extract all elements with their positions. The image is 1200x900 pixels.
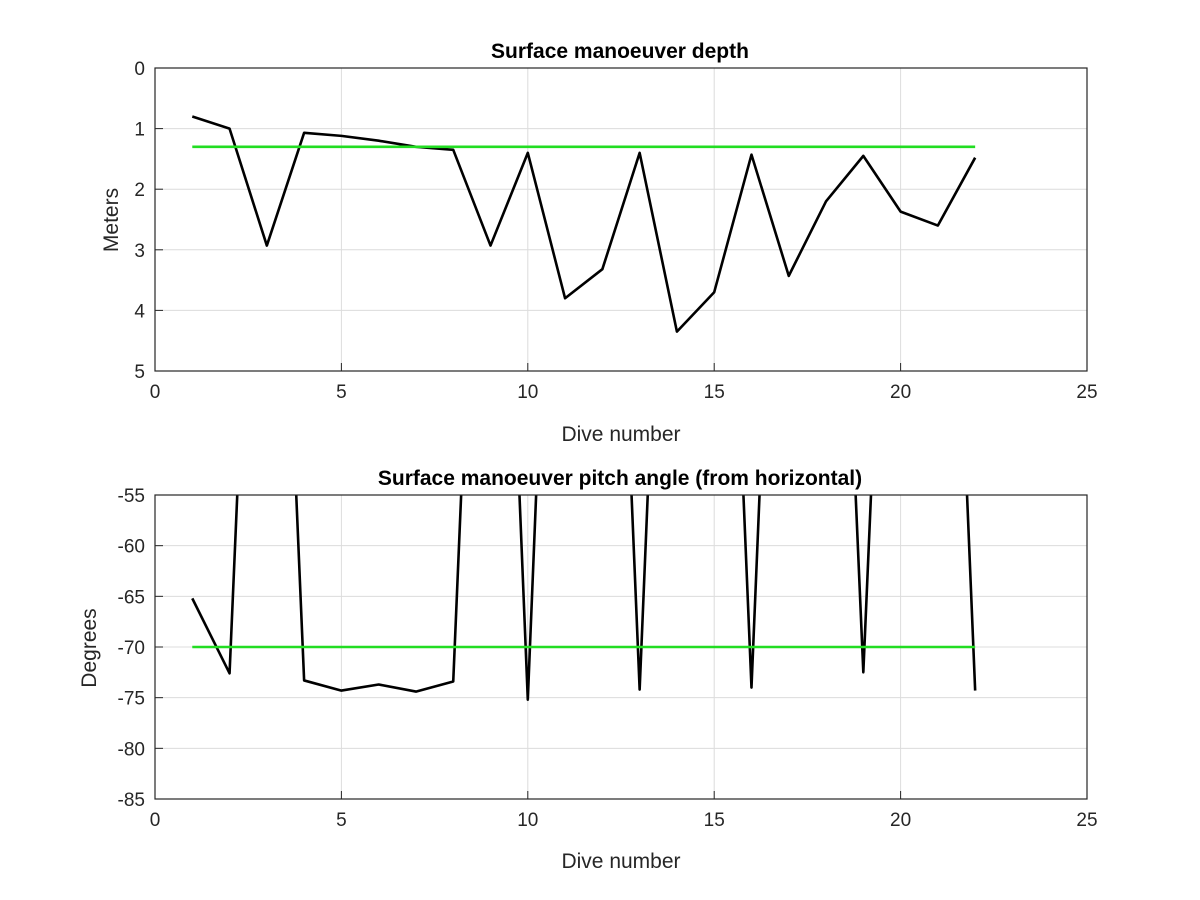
- x-tick-label: 10: [517, 382, 538, 403]
- depth-yticks: 0 1 2 3 4 5: [134, 59, 163, 383]
- depth-series: [191, 115, 977, 333]
- x-tick-label: 15: [704, 382, 725, 403]
- y-tick-label: -75: [118, 689, 145, 710]
- y-tick-label: 1: [134, 120, 145, 141]
- depth-y-axis-label: Meters: [100, 188, 123, 252]
- y-tick-label: 2: [134, 180, 145, 201]
- y-tick-label: 3: [134, 241, 145, 262]
- pitch-chart: Surface manoeuver pitch angle (from hori…: [78, 467, 1098, 873]
- pitch-series: [191, 495, 977, 701]
- y-tick-label: -85: [118, 790, 145, 811]
- y-tick-label: 5: [134, 362, 145, 383]
- x-tick-label: 20: [890, 810, 911, 831]
- depth-chart-title: Surface manoeuver depth: [491, 40, 749, 63]
- x-tick-label: 25: [1076, 382, 1097, 403]
- x-tick-label: 20: [890, 382, 911, 403]
- depth-plot-frame: [154, 67, 1088, 372]
- y-tick-label: -65: [118, 587, 145, 608]
- pitch-xticks: 0 5 10 15 20 25: [150, 791, 1098, 831]
- depth-chart: Surface manoeuver depth 0 5 10 15 20 25 01234…: [100, 40, 1098, 446]
- pitch-yticks: -55 -60 -65 -70 -75 -80 -85: [118, 486, 163, 811]
- y-tick-label: 0: [134, 59, 145, 80]
- x-tick-label: 0: [150, 810, 161, 831]
- y-tick-label: -80: [118, 739, 145, 760]
- x-tick-label: 0: [150, 382, 161, 403]
- depth-grid: [154, 67, 1088, 372]
- x-tick-label: 10: [517, 810, 538, 831]
- y-tick-label: -70: [118, 638, 145, 659]
- data-series-line: [191, 115, 977, 333]
- data-series-line: [191, 495, 977, 701]
- x-tick-label: 15: [704, 810, 725, 831]
- x-tick-label: 5: [336, 810, 347, 831]
- pitch-chart-title: Surface manoeuver pitch angle (from hori…: [378, 467, 862, 490]
- y-tick-label: 4: [134, 301, 145, 322]
- depth-x-axis-label: Dive number: [561, 423, 680, 446]
- x-tick-label: 25: [1076, 810, 1097, 831]
- pitch-y-axis-label: Degrees: [78, 608, 101, 687]
- y-tick-label: -55: [118, 486, 145, 507]
- y-tick-label: -60: [118, 537, 145, 558]
- depth-xticks: 0 5 10 15 20 25: [150, 363, 1098, 403]
- pitch-x-axis-label: Dive number: [561, 850, 680, 873]
- x-tick-label: 5: [336, 382, 347, 403]
